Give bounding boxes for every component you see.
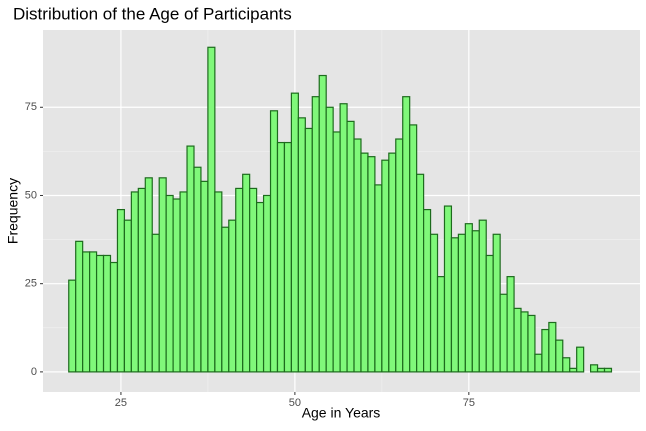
y-tick-label: 75	[25, 101, 37, 113]
y-axis-title: Frequency	[5, 178, 21, 244]
bar	[534, 353, 543, 373]
bar	[172, 198, 181, 373]
bar	[214, 191, 223, 373]
bar	[151, 233, 160, 373]
bar	[200, 180, 209, 373]
bar	[109, 261, 119, 373]
bar	[478, 219, 487, 373]
bar	[492, 233, 501, 373]
bar	[256, 201, 265, 373]
bar	[471, 230, 480, 373]
bar	[603, 367, 613, 373]
bar	[443, 205, 453, 373]
bar	[527, 314, 536, 373]
bar	[576, 346, 585, 373]
bar	[325, 106, 334, 373]
bar	[276, 141, 286, 373]
bar	[332, 131, 341, 373]
bar	[318, 74, 327, 373]
bar	[242, 173, 251, 373]
bar	[596, 367, 606, 373]
bar	[221, 226, 230, 373]
bar	[235, 187, 244, 373]
bar	[388, 152, 397, 373]
bar	[506, 276, 515, 373]
bar	[165, 194, 174, 373]
y-tick-label: 25	[25, 278, 37, 290]
x-tick-label: 75	[463, 397, 475, 409]
bar	[450, 237, 459, 373]
bar	[395, 138, 404, 373]
bar	[283, 141, 293, 373]
x-tick-label: 25	[115, 397, 127, 409]
bar	[499, 293, 508, 373]
bar	[193, 166, 202, 373]
bar	[457, 233, 466, 373]
bar	[346, 120, 355, 373]
bar	[89, 251, 98, 373]
bar	[249, 187, 258, 373]
bar	[207, 46, 216, 373]
bar	[123, 219, 132, 373]
bar	[589, 364, 599, 373]
bar	[304, 127, 313, 373]
bar	[485, 254, 494, 373]
chart-title: Distribution of the Age of Participants	[13, 4, 292, 23]
bar	[381, 159, 390, 373]
bar	[360, 152, 369, 373]
bar	[520, 311, 529, 373]
bar	[429, 233, 439, 373]
bar	[297, 117, 306, 373]
bar	[311, 96, 320, 373]
bar	[541, 328, 550, 373]
bar	[367, 156, 376, 373]
bar	[374, 184, 383, 373]
bar	[262, 194, 272, 373]
bar	[436, 276, 446, 373]
bar	[95, 254, 105, 373]
y-tick-label: 0	[31, 366, 37, 378]
bars	[68, 46, 613, 373]
bar	[68, 279, 77, 373]
bar	[179, 191, 188, 373]
bar	[130, 191, 139, 373]
bar	[402, 96, 411, 373]
bar	[339, 103, 348, 373]
bar	[555, 339, 564, 373]
bar	[116, 208, 126, 373]
bar	[228, 219, 237, 373]
bar	[513, 307, 522, 373]
bar	[290, 92, 299, 373]
bar	[548, 321, 557, 373]
bar	[416, 173, 425, 373]
bar	[423, 208, 432, 373]
bar	[269, 110, 279, 373]
bar	[82, 251, 91, 373]
x-tick-label: 50	[289, 397, 301, 409]
bar	[569, 367, 578, 373]
bar	[353, 138, 362, 373]
bar	[144, 177, 153, 373]
bar	[158, 177, 167, 373]
bar	[409, 124, 418, 373]
bar	[137, 187, 146, 373]
bar	[562, 357, 571, 373]
bar	[464, 223, 473, 373]
bar	[186, 145, 195, 373]
x-axis-title: Age in Years	[302, 405, 381, 421]
bar	[75, 240, 84, 373]
bar	[102, 254, 112, 373]
y-tick-label: 50	[25, 189, 37, 201]
